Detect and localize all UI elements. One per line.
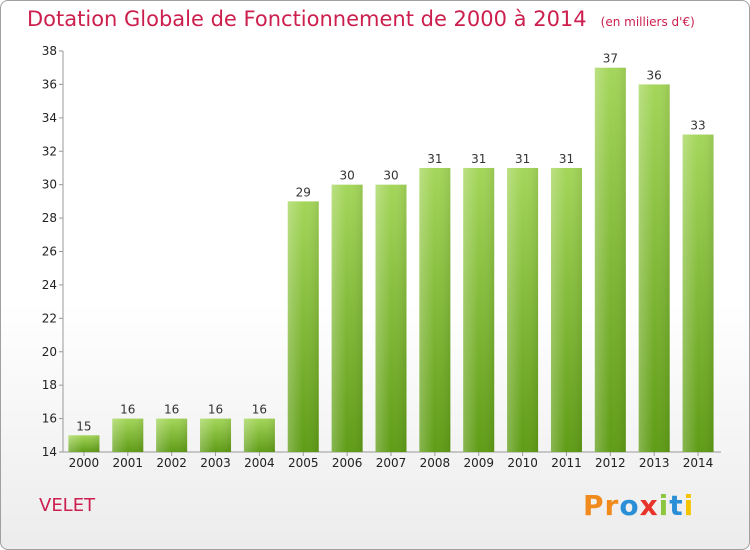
value-label-2000: 15 [76, 419, 91, 433]
bar-shade-2013 [638, 84, 670, 453]
value-label-2008: 31 [427, 152, 442, 166]
y-tick-label: 18 [42, 378, 57, 392]
x-tick-label-2004: 2004 [244, 456, 275, 470]
bar-shade-2006 [331, 184, 363, 452]
y-tick-label: 38 [42, 44, 57, 58]
commune-name: VELET [39, 495, 96, 516]
bar-shade-2003 [200, 418, 232, 452]
bar-shade-2012 [594, 67, 626, 452]
value-label-2012: 37 [603, 52, 618, 66]
x-tick-label-2006: 2006 [332, 456, 363, 470]
y-tick-label: 36 [42, 77, 57, 91]
value-label-2005: 29 [296, 185, 311, 199]
y-tick-label: 14 [42, 445, 57, 459]
x-tick-label-2012: 2012 [595, 456, 626, 470]
x-tick-label-2010: 2010 [507, 456, 538, 470]
x-tick-label-2001: 2001 [113, 456, 144, 470]
value-labels-group: 15 16 16 16 16 29 30 30 31 31 31 31 37 36 33 [76, 52, 705, 434]
bar-shade-2002 [156, 418, 188, 452]
value-label-2011: 31 [559, 152, 574, 166]
logo-letter-2: o [619, 489, 640, 522]
x-tick-label-2000: 2000 [69, 456, 100, 470]
x-tick-label-2008: 2008 [420, 456, 451, 470]
bar-shade-2007 [375, 184, 407, 452]
y-tick-label: 22 [42, 311, 57, 325]
y-tick-label: 32 [42, 144, 57, 158]
logo-letter-5: t [669, 489, 684, 522]
bar-shade-2010 [507, 167, 539, 453]
bar-shade-2011 [550, 167, 582, 453]
chart-subtitle: (en milliers d'€) [600, 15, 695, 29]
bar-shade-2008 [419, 167, 451, 453]
x-tick-label-2002: 2002 [156, 456, 187, 470]
logo-letter-6: i [683, 489, 695, 522]
value-label-2004: 16 [252, 403, 267, 417]
x-tick-label-2014: 2014 [683, 456, 714, 470]
proxiti-logo[interactable]: Proxiti [583, 489, 694, 522]
bar-shade-2014 [682, 134, 714, 452]
y-tick-label: 34 [42, 111, 57, 125]
bar-shade-2000 [68, 435, 100, 452]
x-tick-label-2009: 2009 [463, 456, 494, 470]
logo-letter-0: P [583, 489, 605, 522]
value-label-2007: 30 [383, 169, 398, 183]
y-tick-label: 30 [42, 178, 57, 192]
x-tick-label-2003: 2003 [200, 456, 231, 470]
x-axis: 2000 2001 2002 2003 2004 2005 2006 2007 2008 2009… [63, 451, 721, 470]
value-label-2009: 31 [471, 152, 486, 166]
x-tick-label-2007: 2007 [376, 456, 407, 470]
chart-title: Dotation Globale de Fonctionnement de 20… [27, 7, 695, 31]
value-label-2001: 16 [120, 403, 135, 417]
value-label-2010: 31 [515, 152, 530, 166]
bar-shade-2004 [243, 418, 275, 452]
logo-letter-3: x [639, 489, 659, 522]
logo-letter-4: i [658, 489, 670, 522]
value-label-2013: 36 [647, 68, 662, 82]
value-label-2003: 16 [208, 403, 223, 417]
bar-shade-2005 [287, 201, 319, 452]
y-tick-label: 20 [42, 345, 57, 359]
x-tick-label-2011: 2011 [551, 456, 582, 470]
y-axis: 14 16 18 20 22 24 26 28 30 32 34 36 38 [42, 44, 64, 459]
x-tick-label-2013: 2013 [639, 456, 670, 470]
logo-letter-1: r [604, 489, 620, 522]
value-label-2014: 33 [690, 119, 705, 133]
y-tick-label: 24 [42, 278, 57, 292]
value-label-2002: 16 [164, 403, 179, 417]
y-tick-label: 26 [42, 245, 57, 259]
y-tick-label: 16 [42, 412, 57, 426]
bar-shade-2009 [463, 167, 495, 453]
bars-group [68, 67, 714, 453]
y-tick-label: 28 [42, 211, 57, 225]
value-label-2006: 30 [339, 169, 354, 183]
x-tick-label-2005: 2005 [288, 456, 319, 470]
title-text: Dotation Globale de Fonctionnement de 20… [27, 7, 587, 31]
bar-shade-2001 [112, 418, 144, 452]
